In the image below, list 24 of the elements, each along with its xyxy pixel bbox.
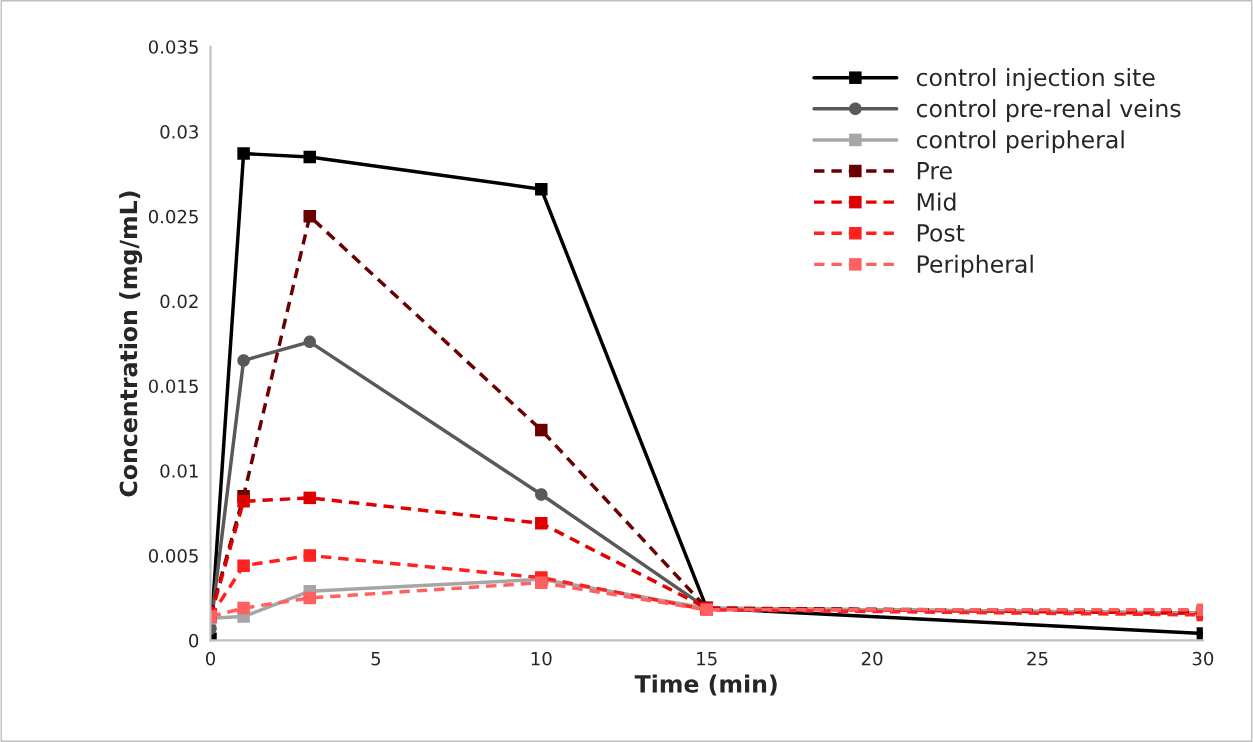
x-tick-label: 0 bbox=[205, 651, 216, 666]
y-tick-label: 0.015 bbox=[148, 379, 198, 394]
legend-label: control pre-renal veins bbox=[916, 99, 1181, 122]
x-tick-label: 20 bbox=[861, 651, 883, 666]
y-tick-label: 0.035 bbox=[148, 40, 198, 54]
legend-label: Pre bbox=[917, 162, 952, 180]
y-tick-label: 0 bbox=[189, 633, 199, 648]
y-tick-label: 0.005 bbox=[148, 549, 198, 563]
x-tick-label: 10 bbox=[531, 651, 552, 666]
legend-label: Post bbox=[917, 224, 965, 242]
y-tick-label: 0.02 bbox=[160, 294, 198, 309]
legend-label: control injection site bbox=[916, 68, 1155, 91]
y-tick-label: 0.01 bbox=[160, 464, 198, 478]
y-axis-title: Concentration (mg/mL) bbox=[119, 191, 143, 497]
x-tick-label: 25 bbox=[1027, 651, 1048, 666]
legend-label: Mid bbox=[917, 192, 956, 211]
legend-label: control peripheral bbox=[916, 130, 1124, 154]
legend-label: Peripheral bbox=[917, 254, 1033, 278]
x-tick-label: 15 bbox=[697, 652, 717, 666]
x-tick-label: 5 bbox=[371, 652, 381, 666]
x-axis-title: Time (min) bbox=[634, 674, 777, 696]
y-tick-label: 0.03 bbox=[160, 125, 198, 139]
y-tick-label: 0.025 bbox=[148, 209, 198, 224]
x-tick-label: 30 bbox=[1192, 651, 1214, 666]
